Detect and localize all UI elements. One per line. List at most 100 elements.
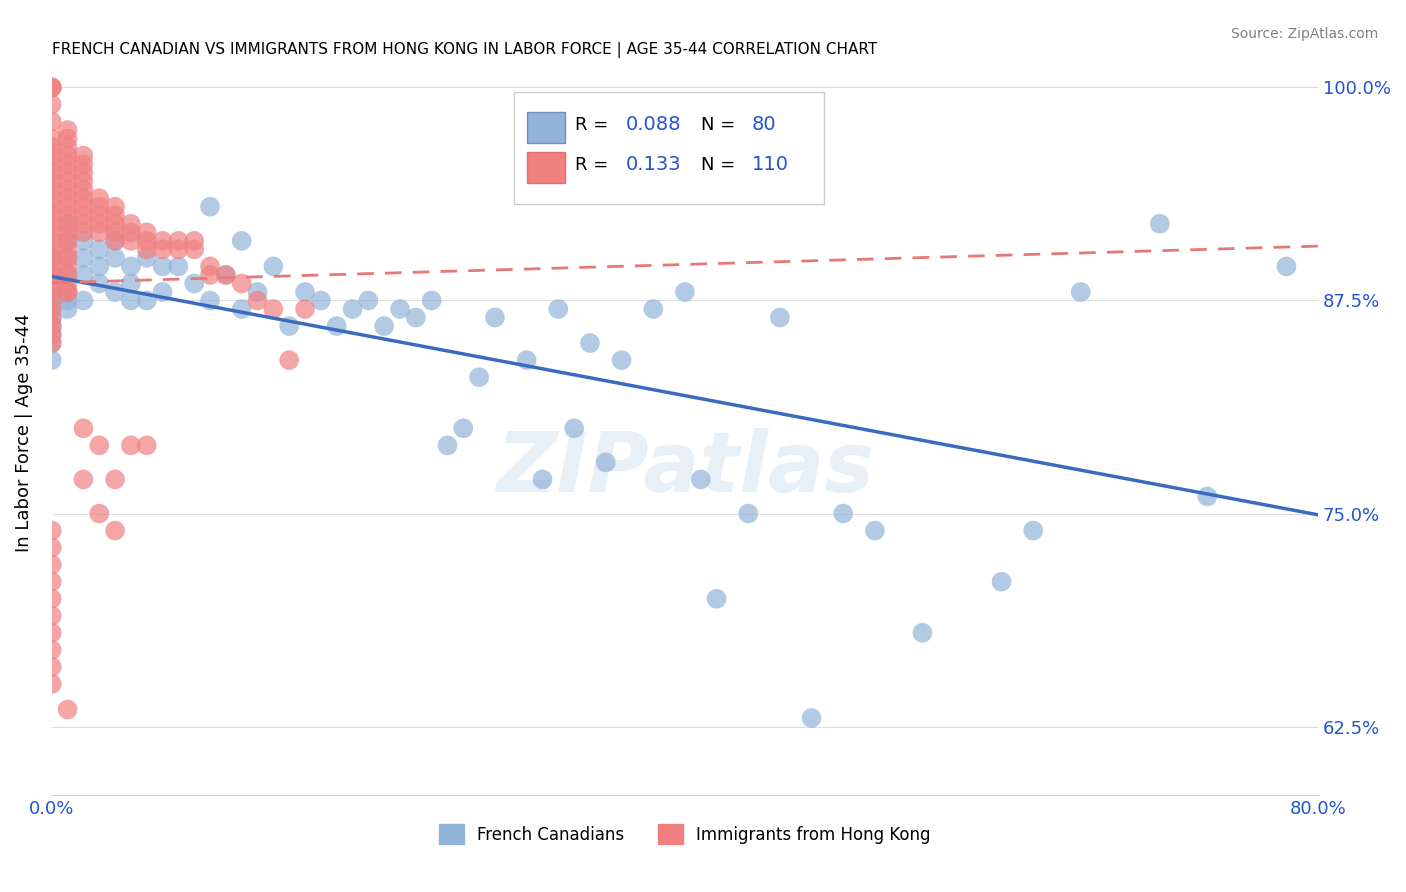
- Point: [56, 225, 79, 239]
- Point: [41, 251, 63, 265]
- Point: [246, 285, 269, 299]
- Point: [278, 353, 301, 368]
- Point: [56, 148, 79, 162]
- Point: [41, 191, 63, 205]
- Point: [135, 251, 157, 265]
- Point: [41, 234, 63, 248]
- Text: FRENCH CANADIAN VS IMMIGRANTS FROM HONG KONG IN LABOR FORCE | AGE 35-44 CORRELAT: FRENCH CANADIAN VS IMMIGRANTS FROM HONG …: [52, 42, 877, 58]
- Point: [531, 472, 554, 486]
- Point: [41, 319, 63, 334]
- Point: [41, 524, 63, 538]
- Point: [911, 625, 934, 640]
- Point: [41, 660, 63, 674]
- Point: [104, 217, 127, 231]
- Point: [120, 277, 142, 291]
- Point: [56, 234, 79, 248]
- Point: [183, 234, 205, 248]
- Point: [104, 225, 127, 239]
- Point: [547, 301, 569, 316]
- Point: [579, 336, 602, 351]
- Point: [135, 234, 157, 248]
- Point: [167, 260, 190, 274]
- Point: [41, 166, 63, 180]
- Point: [56, 217, 79, 231]
- Point: [262, 301, 284, 316]
- Point: [56, 251, 79, 265]
- Point: [56, 251, 79, 265]
- Point: [41, 217, 63, 231]
- Point: [56, 301, 79, 316]
- Point: [990, 574, 1012, 589]
- Point: [89, 208, 111, 222]
- Point: [120, 438, 142, 452]
- Point: [41, 336, 63, 351]
- Point: [41, 301, 63, 316]
- Point: [41, 677, 63, 691]
- Point: [41, 353, 63, 368]
- Point: [41, 268, 63, 282]
- Point: [56, 268, 79, 282]
- Point: [135, 225, 157, 239]
- Point: [72, 251, 94, 265]
- Point: [294, 285, 316, 299]
- Point: [56, 123, 79, 137]
- Point: [231, 277, 253, 291]
- Point: [104, 200, 127, 214]
- Point: [56, 268, 79, 282]
- Point: [453, 421, 475, 435]
- Text: ZIPatlas: ZIPatlas: [496, 428, 875, 509]
- Point: [104, 251, 127, 265]
- Point: [72, 157, 94, 171]
- Point: [152, 260, 174, 274]
- Point: [832, 507, 855, 521]
- Point: [72, 166, 94, 180]
- Point: [41, 148, 63, 162]
- Point: [41, 183, 63, 197]
- Point: [56, 200, 79, 214]
- Point: [72, 234, 94, 248]
- Point: [436, 438, 458, 452]
- Point: [41, 625, 63, 640]
- Point: [72, 148, 94, 162]
- Text: N =: N =: [702, 155, 741, 174]
- Point: [41, 293, 63, 308]
- Point: [56, 174, 79, 188]
- Point: [104, 234, 127, 248]
- Point: [1070, 285, 1092, 299]
- Point: [89, 243, 111, 257]
- FancyBboxPatch shape: [527, 112, 565, 143]
- Point: [388, 301, 411, 316]
- Point: [56, 702, 79, 716]
- Legend: French Canadians, Immigrants from Hong Kong: French Canadians, Immigrants from Hong K…: [439, 824, 931, 845]
- Point: [120, 293, 142, 308]
- Point: [89, 217, 111, 231]
- Point: [56, 191, 79, 205]
- Point: [41, 260, 63, 274]
- Point: [262, 260, 284, 274]
- Point: [41, 558, 63, 572]
- Point: [562, 421, 585, 435]
- Point: [278, 319, 301, 334]
- Point: [41, 114, 63, 128]
- Point: [215, 268, 238, 282]
- Point: [104, 234, 127, 248]
- Point: [41, 336, 63, 351]
- Point: [56, 277, 79, 291]
- Point: [420, 293, 443, 308]
- Point: [41, 80, 63, 95]
- Point: [56, 243, 79, 257]
- Point: [769, 310, 792, 325]
- Y-axis label: In Labor Force | Age 35-44: In Labor Force | Age 35-44: [15, 313, 32, 552]
- Point: [89, 200, 111, 214]
- Point: [405, 310, 427, 325]
- Point: [72, 293, 94, 308]
- Point: [373, 319, 395, 334]
- Point: [41, 268, 63, 282]
- Point: [56, 260, 79, 274]
- Text: 0.088: 0.088: [626, 115, 681, 135]
- Point: [1149, 217, 1171, 231]
- Point: [595, 455, 617, 469]
- Point: [135, 243, 157, 257]
- Point: [120, 217, 142, 231]
- Point: [41, 140, 63, 154]
